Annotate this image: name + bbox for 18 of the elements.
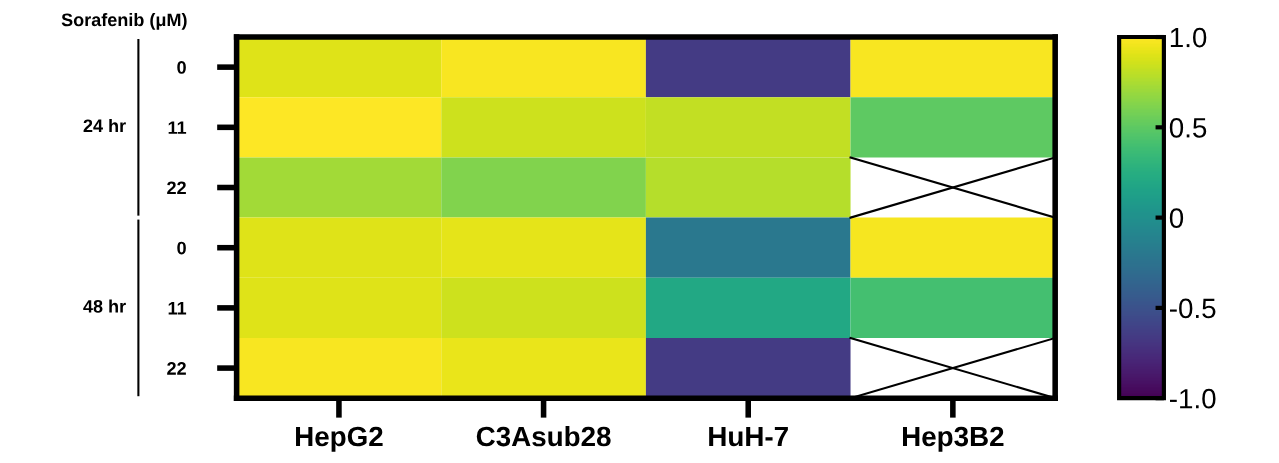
y-tick-label: 11 — [168, 121, 187, 134]
color-bar-label: -0.5 — [1169, 298, 1216, 319]
y-tick-label: 0 — [177, 241, 186, 255]
x-tick-label: Hep3B2 — [903, 426, 1004, 452]
text: 24 hr — [83, 118, 126, 132]
y-axis-title: Sorafenib (μM) — [61, 12, 187, 30]
text: 48 hr — [83, 299, 126, 313]
y-tick-label: 22 — [167, 362, 186, 375]
color-bar-label: 1.0 — [1170, 27, 1207, 48]
x-tick-label: HepG2 — [296, 426, 383, 452]
color-bar-label: 0 — [1169, 208, 1184, 228]
color-bar-label: 0.5 — [1169, 117, 1207, 138]
x-tick-label: C3Asub28 — [476, 425, 611, 447]
y-tick-label: 22 — [167, 181, 186, 195]
x-tick-label: HuH-7 — [709, 426, 788, 447]
y-tick-label: 0 — [177, 61, 186, 74]
color-bar-label: -1.0 — [1169, 388, 1216, 409]
y-tick-label: 11 — [168, 302, 187, 315]
